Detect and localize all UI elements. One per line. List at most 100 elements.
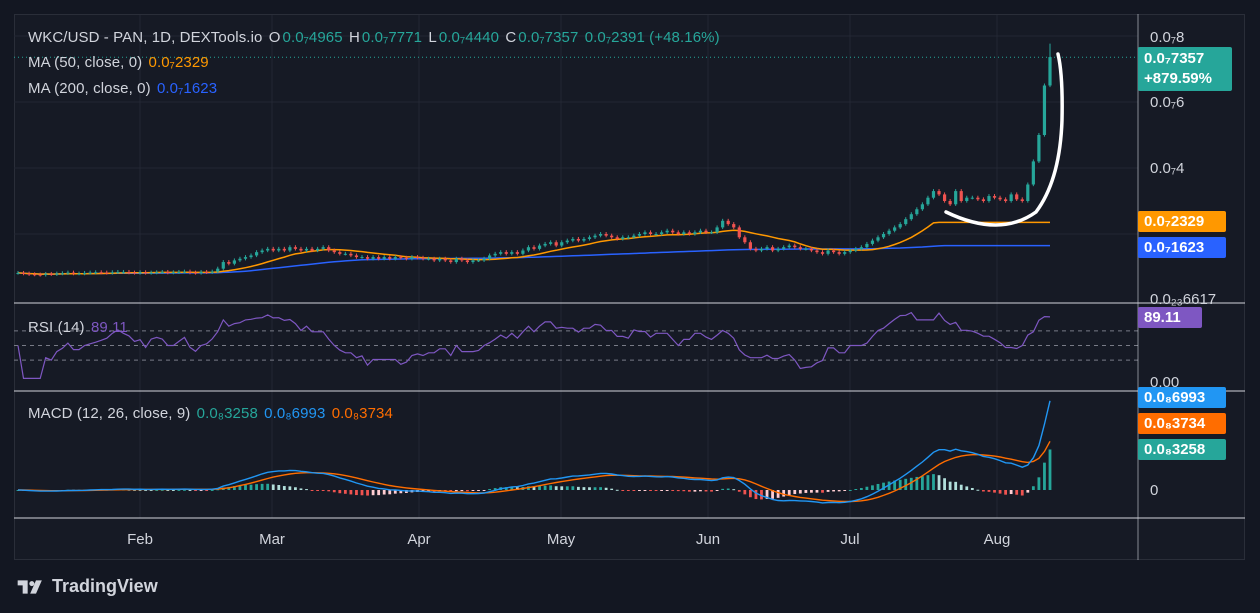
macd-histogram-bar bbox=[626, 490, 630, 491]
macd-histogram-bar bbox=[632, 490, 636, 491]
x-axis-label: Aug bbox=[983, 531, 1011, 548]
ma200-value: 0.0₇1623 bbox=[156, 80, 218, 97]
macd-legend[interactable]: MACD (12, 26, close, 9) 0.0₈3258 0.0₈699… bbox=[28, 405, 395, 422]
candle-body bbox=[615, 237, 619, 239]
macd-histogram-bar bbox=[593, 487, 597, 490]
macd-histogram-bar bbox=[787, 490, 791, 495]
candle-body bbox=[182, 271, 187, 273]
macd-histogram-bar bbox=[887, 481, 891, 490]
macd-histogram-bar bbox=[982, 490, 985, 492]
macd-histogram-bar bbox=[1026, 490, 1030, 493]
candle-body bbox=[415, 257, 420, 259]
candle-body bbox=[116, 271, 120, 273]
macd-histogram-bar bbox=[798, 490, 802, 494]
candle-body bbox=[754, 248, 758, 251]
tradingview-brand[interactable]: TradingView bbox=[16, 576, 158, 597]
candle-body bbox=[127, 271, 131, 273]
rsi-price-tag: 89.11 bbox=[1138, 307, 1202, 328]
candle-body bbox=[421, 257, 425, 259]
candle-body bbox=[493, 253, 497, 256]
candle-body bbox=[660, 232, 664, 234]
macd-histogram-bar bbox=[477, 490, 480, 491]
candle-body bbox=[1031, 161, 1035, 185]
macd-histogram-bar bbox=[171, 489, 175, 491]
macd-histogram-bar bbox=[604, 487, 608, 490]
macd-histogram-bar bbox=[288, 486, 292, 490]
high-label: H bbox=[348, 29, 360, 46]
candle-body bbox=[310, 248, 314, 251]
macd-histogram-bar bbox=[865, 486, 869, 490]
macd-histogram-bar bbox=[482, 490, 486, 491]
x-axis-label: Mar bbox=[259, 531, 285, 548]
candle-body bbox=[443, 258, 447, 261]
candle-body bbox=[543, 243, 547, 246]
macd-histogram-bar bbox=[748, 490, 752, 498]
candle-body bbox=[770, 247, 775, 251]
macd-histogram-bar bbox=[371, 490, 375, 496]
candle-body bbox=[166, 271, 170, 273]
ma50-value: 0.0₇2329 bbox=[148, 54, 209, 71]
candle-body bbox=[648, 232, 653, 234]
macd-histogram-bar bbox=[832, 490, 836, 492]
rsi-legend[interactable]: RSI (14) 89.11 bbox=[28, 319, 130, 336]
candle-body bbox=[698, 230, 703, 233]
macd-histogram-bar bbox=[821, 490, 824, 493]
price-axis-label: 0.0₂₃6617 bbox=[1150, 291, 1217, 308]
candle-body bbox=[299, 248, 303, 251]
macd-histogram-bar bbox=[826, 490, 830, 492]
macd-histogram-bar bbox=[210, 489, 214, 491]
macd-histogram-bar bbox=[560, 486, 564, 490]
candle-body bbox=[726, 220, 730, 225]
candle-body bbox=[321, 247, 325, 249]
candle-body bbox=[948, 201, 952, 205]
candle-body bbox=[576, 238, 580, 241]
candle-body bbox=[582, 238, 586, 241]
macd-histogram-bar bbox=[166, 489, 170, 491]
rsi-pane bbox=[14, 311, 1138, 379]
macd-line-value: 0.0₈6993 bbox=[264, 405, 326, 422]
ma200-label: MA (200, close, 0) bbox=[28, 80, 151, 97]
candle-body bbox=[987, 196, 991, 201]
macd-histogram-bar bbox=[338, 490, 342, 494]
candle-body bbox=[965, 197, 969, 201]
ma200-legend[interactable]: MA (200, close, 0) 0.0₇1623 bbox=[28, 80, 219, 97]
candle-body bbox=[327, 247, 331, 251]
macd-histogram-bar bbox=[699, 490, 702, 492]
candle-body bbox=[349, 253, 353, 256]
candle-body bbox=[776, 248, 780, 251]
macd-histogram-bar bbox=[144, 489, 148, 491]
candle-body bbox=[709, 232, 714, 234]
ma50-legend[interactable]: MA (50, close, 0) 0.0₇2329 bbox=[28, 54, 211, 71]
candle-body bbox=[105, 272, 109, 274]
candle-body bbox=[410, 257, 414, 259]
macd-histogram-bar bbox=[349, 490, 353, 495]
candle-body bbox=[332, 250, 336, 253]
macd-histogram-bar bbox=[327, 490, 331, 492]
candle-body bbox=[354, 255, 359, 258]
last-price-tag: 0.0₇7357 +879.59% bbox=[1138, 47, 1232, 91]
macd-histogram-bar bbox=[155, 489, 159, 491]
candle-body bbox=[1048, 57, 1052, 86]
candle-body bbox=[343, 253, 347, 255]
candle-body bbox=[537, 245, 542, 249]
macd-histogram-bar bbox=[760, 490, 763, 500]
macd-histogram-bar bbox=[549, 485, 553, 490]
candle-body bbox=[99, 272, 103, 274]
x-axis-label: May bbox=[546, 531, 576, 548]
x-axis-label: Feb bbox=[127, 531, 153, 548]
candle-body bbox=[854, 248, 858, 251]
candle-body bbox=[210, 271, 214, 273]
candle-body bbox=[266, 248, 270, 251]
candle-body bbox=[981, 199, 986, 201]
candle-body bbox=[732, 224, 736, 228]
candle-body bbox=[893, 227, 897, 231]
candle-body bbox=[132, 272, 137, 274]
candle-body bbox=[904, 219, 908, 225]
close-value: 0.0₇7357 bbox=[518, 29, 579, 46]
candle-body bbox=[138, 272, 142, 274]
macd-histogram-bar bbox=[682, 490, 686, 492]
macd-pane bbox=[16, 400, 1052, 504]
macd-histogram-bar bbox=[959, 484, 963, 490]
macd-histogram-bar bbox=[133, 489, 136, 491]
